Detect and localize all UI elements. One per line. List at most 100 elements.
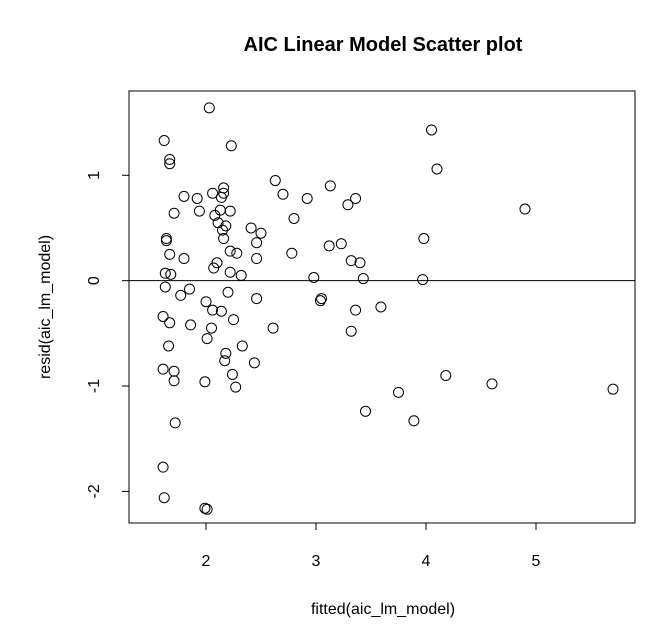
- x-tick-label: 4: [422, 553, 431, 570]
- data-point: [230, 381, 242, 393]
- data-points: [157, 102, 619, 515]
- data-point: [158, 492, 170, 504]
- data-point: [431, 163, 443, 175]
- x-tick-label: 5: [532, 553, 541, 570]
- plot-frame: [128, 90, 636, 524]
- data-point: [193, 205, 205, 217]
- data-point: [159, 267, 171, 279]
- data-point: [169, 417, 181, 429]
- data-point: [308, 271, 320, 283]
- chart-title: AIC Linear Model Scatter plot: [244, 34, 523, 56]
- data-point: [211, 257, 223, 269]
- data-point: [168, 207, 180, 219]
- data-point: [160, 235, 172, 247]
- data-point: [335, 238, 347, 250]
- data-point: [408, 415, 420, 427]
- data-point: [159, 281, 171, 293]
- data-point: [168, 375, 180, 387]
- data-point: [168, 365, 180, 377]
- y-tick-label: -1: [86, 379, 103, 393]
- data-point: [486, 378, 498, 390]
- data-point: [157, 461, 169, 473]
- data-point: [357, 273, 369, 285]
- data-point: [225, 140, 237, 152]
- x-tick-label: 3: [312, 553, 321, 570]
- data-point: [224, 205, 236, 217]
- data-point: [375, 301, 387, 313]
- data-point: [215, 191, 227, 203]
- data-point: [228, 314, 239, 326]
- data-point: [203, 102, 215, 114]
- data-point: [251, 237, 263, 249]
- data-point: [417, 274, 429, 286]
- data-point: [245, 222, 257, 234]
- data-point: [157, 363, 169, 375]
- data-point: [207, 304, 219, 316]
- data-point: [164, 158, 176, 170]
- data-point: [235, 269, 247, 281]
- data-point: [226, 368, 238, 380]
- data-point: [323, 240, 335, 252]
- data-point: [185, 319, 197, 331]
- data-point: [178, 253, 190, 265]
- data-point: [440, 369, 452, 381]
- data-point: [251, 293, 263, 305]
- data-point: [214, 204, 226, 216]
- data-point: [350, 304, 362, 316]
- data-point: [191, 192, 203, 204]
- data-point: [163, 340, 175, 352]
- data-point: [350, 192, 362, 204]
- data-point: [418, 233, 430, 245]
- data-point: [158, 135, 170, 147]
- y-axis-label: resid(aic_lm_model): [37, 235, 54, 379]
- data-point: [165, 268, 177, 280]
- data-point: [201, 333, 213, 345]
- data-point: [175, 289, 187, 301]
- data-point: [164, 153, 176, 165]
- data-point: [218, 233, 230, 245]
- data-point: [178, 190, 190, 202]
- data-point: [342, 199, 354, 211]
- data-point: [288, 212, 300, 224]
- data-point: [360, 405, 371, 417]
- data-point: [607, 383, 619, 395]
- y-tick-label: 1: [86, 171, 103, 180]
- data-point: [207, 187, 219, 199]
- data-point: [224, 245, 236, 257]
- data-point: [345, 325, 357, 337]
- x-axis-label: fitted(aic_lm_model): [311, 601, 455, 618]
- data-point: [160, 233, 172, 245]
- data-point: [209, 209, 221, 221]
- data-point: [224, 266, 236, 278]
- data-point: [354, 257, 366, 269]
- data-point: [301, 192, 313, 204]
- data-point: [393, 386, 404, 398]
- y-axis: -2 -1 0 1: [86, 171, 129, 499]
- y-tick-label: -2: [86, 484, 103, 498]
- y-tick-label: 0: [86, 276, 103, 285]
- data-point: [206, 322, 217, 334]
- data-point: [426, 124, 437, 136]
- data-point: [199, 376, 211, 388]
- data-point: [324, 180, 336, 192]
- data-point: [217, 224, 228, 236]
- data-point: [222, 286, 234, 298]
- data-point: [255, 227, 267, 239]
- data-point: [201, 503, 213, 515]
- data-point: [314, 295, 326, 307]
- data-point: [267, 322, 279, 334]
- data-point: [157, 310, 169, 322]
- data-point: [231, 247, 243, 259]
- data-point: [236, 340, 248, 352]
- data-point: [215, 305, 227, 317]
- data-point: [219, 355, 231, 367]
- data-point: [200, 296, 212, 308]
- data-point: [220, 347, 232, 359]
- data-point: [184, 283, 195, 295]
- x-tick-label: 2: [202, 553, 211, 570]
- data-point: [345, 255, 357, 267]
- data-point: [251, 253, 263, 265]
- data-point: [269, 175, 281, 187]
- x-axis: 2 3 4 5: [202, 523, 541, 570]
